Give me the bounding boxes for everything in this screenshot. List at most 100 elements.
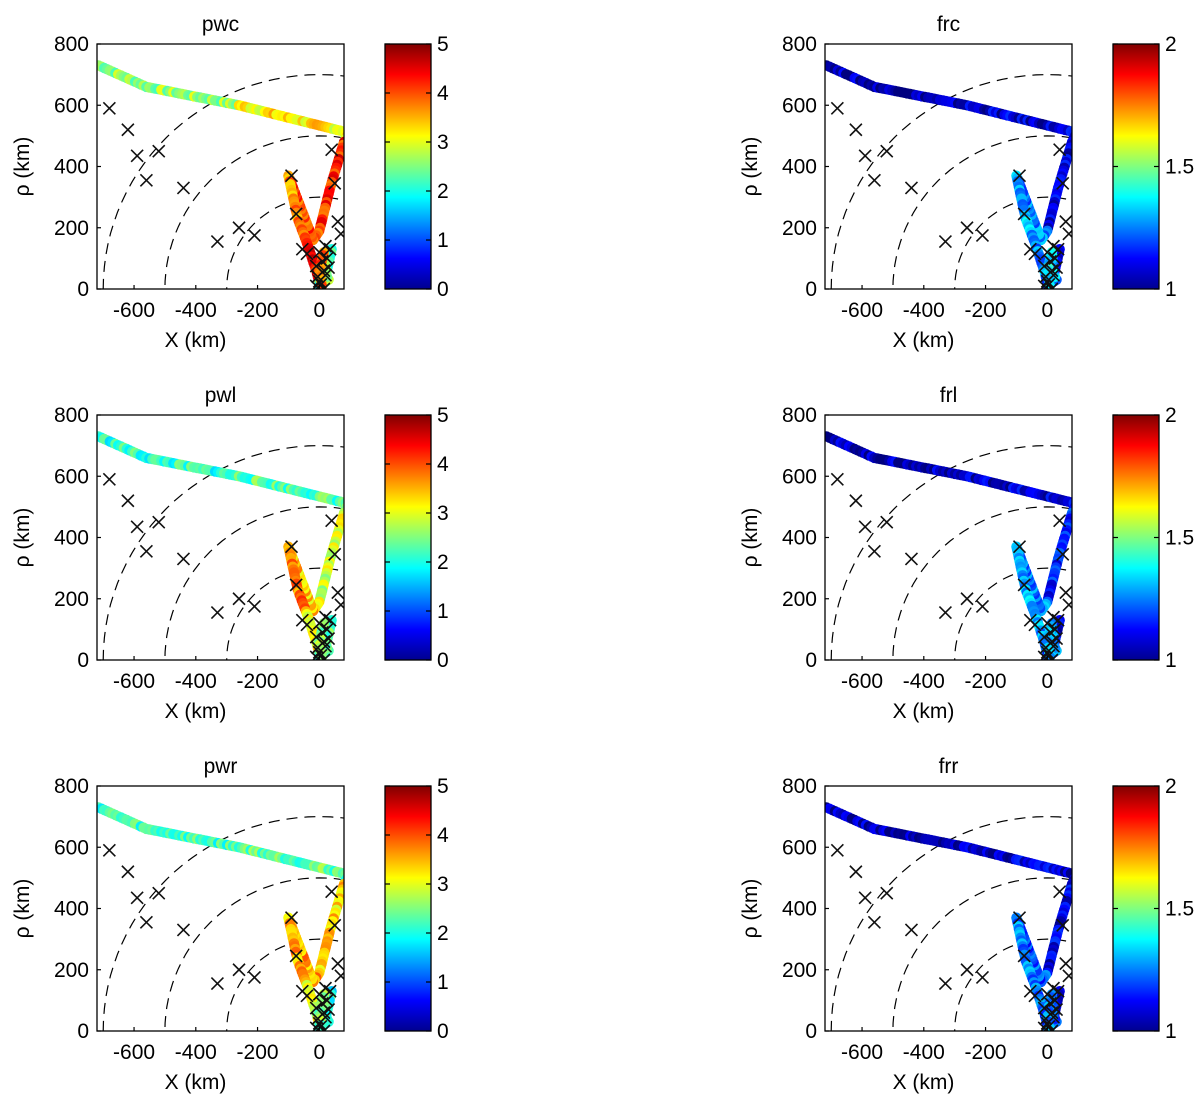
y-axis-label: ρ (km) (739, 879, 762, 939)
colorbar (1113, 415, 1159, 660)
dashed-arc (892, 506, 1072, 660)
cross-marker (317, 653, 331, 660)
colorbar-tick-label: 4 (437, 82, 449, 105)
y-tick-label: 0 (77, 278, 89, 301)
cross-marker (867, 173, 881, 187)
colorbar (385, 415, 431, 660)
x-tick-label: 0 (313, 1041, 325, 1064)
cross-marker (1012, 911, 1027, 925)
y-tick-label: 600 (54, 465, 89, 488)
x-axis-label: X (km) (165, 329, 227, 352)
cross-marker (321, 260, 336, 275)
colorbar-tick-label: 3 (437, 131, 449, 154)
cross-marker (1059, 957, 1072, 971)
cross-marker (210, 976, 224, 991)
cross-marker (284, 169, 299, 183)
cross-marker (232, 592, 246, 606)
colorbar-tick-label: 1 (1165, 1020, 1177, 1043)
y-tick-label: 600 (54, 94, 89, 117)
dashed-arc (226, 938, 344, 1031)
y-tick-label: 600 (782, 465, 817, 488)
cross-marker (312, 245, 326, 259)
cross-marker (880, 515, 894, 529)
x-tick-label: -200 (965, 299, 1007, 322)
cross-marker (284, 911, 299, 925)
colorbar-tick-label: 1 (437, 229, 449, 252)
y-tick-label: 0 (805, 649, 817, 672)
cross-marker (312, 274, 326, 288)
y-axis-label: ρ (km) (739, 137, 762, 197)
cross-marker (247, 970, 262, 984)
cross-marker (300, 247, 314, 261)
cross-marker (975, 228, 990, 242)
cross-marker (1049, 1002, 1064, 1017)
cross-marker (880, 144, 894, 158)
colorbar-tick-label: 3 (437, 502, 449, 525)
colorbar-tick-label: 1.5 (1165, 156, 1194, 179)
cross-marker (1040, 245, 1054, 259)
cross-marker (309, 630, 323, 644)
colorbar-tick-label: 2 (1165, 775, 1177, 798)
x-tick-label: 0 (313, 670, 325, 693)
cross-marker (1053, 143, 1067, 157)
plot-area (825, 802, 1072, 1031)
cross-marker (849, 865, 863, 879)
cross-marker (1012, 169, 1027, 183)
cross-marker (1040, 616, 1054, 630)
cross-marker (1040, 1016, 1054, 1030)
cross-marker (880, 886, 894, 900)
y-tick-label: 0 (805, 1020, 817, 1043)
data-point (1071, 872, 1072, 878)
colorbar-tick-label: 1 (437, 971, 449, 994)
cross-marker (1017, 207, 1031, 221)
cross-marker (317, 282, 331, 289)
dashed-arc (164, 135, 344, 289)
dashed-arc (164, 877, 344, 1031)
cross-marker (300, 989, 314, 1003)
dashed-arc (954, 196, 1072, 289)
colorbar-tick-label: 0 (437, 649, 449, 672)
cross-marker (1059, 586, 1072, 600)
colorbar-tick-label: 1.5 (1165, 527, 1194, 550)
x-axis-label: X (km) (165, 1071, 227, 1094)
cross-marker (311, 270, 325, 284)
plot-area (97, 60, 344, 289)
x-tick-label: -400 (175, 1041, 217, 1064)
cross-marker (152, 144, 166, 158)
x-tick-label: 0 (1041, 1041, 1053, 1064)
plot-area (825, 431, 1072, 660)
cross-marker (1040, 274, 1054, 288)
x-tick-label: -600 (113, 670, 155, 693)
colorbar-tick-label: 0 (437, 1020, 449, 1043)
data-point (343, 872, 344, 878)
cross-marker (975, 970, 990, 984)
x-tick-label: -200 (237, 1041, 279, 1064)
panel-frc: -600 -400 -200 0 0 200 400 600 800 frc X (km) ρ (km… (739, 13, 1194, 352)
dashed-arc (830, 73, 1072, 289)
cross-marker (317, 1024, 331, 1031)
panel-title: pwr (204, 755, 238, 778)
cross-marker (938, 605, 952, 620)
x-tick-label: -600 (841, 299, 883, 322)
cross-marker (334, 598, 344, 612)
cross-marker (1051, 984, 1065, 998)
panel-title: pwl (205, 384, 237, 407)
colorbar-tick-label: 2 (437, 922, 449, 945)
y-tick-label: 800 (782, 775, 817, 798)
cross-marker (1056, 176, 1070, 190)
cross-marker (1037, 259, 1051, 273)
cross-marker (1062, 227, 1072, 241)
cross-marker (1017, 578, 1031, 592)
x-axis-label: X (km) (165, 700, 227, 723)
colorbar (385, 786, 431, 1031)
cross-marker (323, 984, 337, 998)
y-axis-label: ρ (km) (11, 879, 34, 939)
colorbar (385, 44, 431, 289)
x-tick-label: -600 (841, 670, 883, 693)
colorbar (1113, 786, 1159, 1031)
panel-pwc: -600 -400 -200 0 0 200 400 600 800 pwc X (km) ρ (km… (11, 13, 449, 352)
cross-marker (1028, 247, 1042, 261)
colorbar (1113, 44, 1159, 289)
panel-pwl: -600 -400 -200 0 0 200 400 600 800 pwl X (km) ρ (km… (11, 384, 449, 723)
cross-marker (1037, 1001, 1051, 1015)
